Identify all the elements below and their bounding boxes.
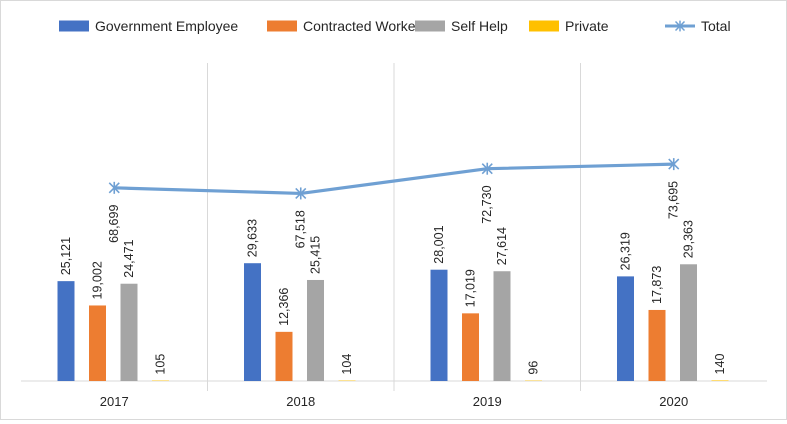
legend-label-self-help: Self Help xyxy=(451,18,508,34)
x-tick-label: 2017 xyxy=(100,394,129,409)
data-label-private-2018: 104 xyxy=(340,354,354,375)
data-label-self-help-2019: 27,614 xyxy=(495,227,509,265)
data-label-self-help-2017: 24,471 xyxy=(122,239,136,277)
data-label-government-employee-2017: 25,121 xyxy=(59,237,73,275)
legend-swatch-self-help xyxy=(415,21,445,32)
data-label-government-employee-2018: 29,633 xyxy=(246,219,260,257)
bar-private-2020 xyxy=(712,380,729,381)
bar-self-help-2017 xyxy=(121,284,138,381)
bar-contracted-worker-2020 xyxy=(649,310,666,381)
bar-government-employee-2020 xyxy=(617,276,634,381)
bar-contracted-worker-2019 xyxy=(462,313,479,381)
bar-self-help-2018 xyxy=(307,280,324,381)
data-label-contracted-worker-2018: 12,366 xyxy=(277,288,291,326)
bar-self-help-2020 xyxy=(680,264,697,381)
bar-government-employee-2017 xyxy=(58,281,75,381)
x-tick-label: 2019 xyxy=(473,394,502,409)
bar-self-help-2019 xyxy=(494,271,511,381)
data-label-total-2020: 73,695 xyxy=(667,181,681,219)
bar-contracted-worker-2017 xyxy=(89,305,106,381)
bar-government-employee-2019 xyxy=(431,270,448,381)
x-tick-label: 2018 xyxy=(286,394,315,409)
data-label-government-employee-2020: 26,319 xyxy=(619,232,633,270)
data-label-self-help-2018: 25,415 xyxy=(309,236,323,274)
data-label-total-2017: 68,699 xyxy=(107,205,121,243)
data-label-total-2018: 67,518 xyxy=(294,210,308,248)
bar-contracted-worker-2018 xyxy=(276,332,293,381)
data-label-private-2017: 105 xyxy=(154,354,168,375)
legend-swatch-private xyxy=(529,21,559,32)
data-label-contracted-worker-2019: 17,019 xyxy=(464,269,478,307)
x-tick-label: 2020 xyxy=(659,394,688,409)
data-label-government-employee-2019: 28,001 xyxy=(432,225,446,263)
legend-swatch-government-employee xyxy=(59,21,89,32)
legend-swatch-contracted-worker xyxy=(267,21,297,32)
legend-label-private: Private xyxy=(565,18,609,34)
data-label-total-2019: 72,730 xyxy=(480,185,494,223)
legend-label-contracted-worker: Contracted Worker xyxy=(303,18,421,34)
data-label-private-2020: 140 xyxy=(713,354,727,375)
legend-label-total: Total xyxy=(701,18,731,34)
bar-government-employee-2018 xyxy=(244,263,261,381)
data-label-private-2019: 96 xyxy=(527,361,541,375)
data-label-contracted-worker-2017: 19,002 xyxy=(91,261,105,299)
legend-label-government-employee: Government Employee xyxy=(95,18,238,34)
data-label-contracted-worker-2020: 17,873 xyxy=(650,266,664,304)
data-label-self-help-2020: 29,363 xyxy=(682,220,696,258)
